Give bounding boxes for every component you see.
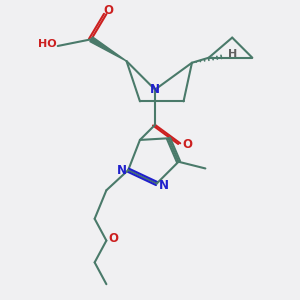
Polygon shape [90,37,127,61]
Text: O: O [109,232,119,245]
Text: N: N [158,179,168,192]
Text: N: N [150,83,160,96]
Text: N: N [116,164,127,177]
Text: O: O [103,4,113,16]
Text: HO: HO [38,39,57,49]
Text: H: H [228,50,238,59]
Text: O: O [182,139,192,152]
